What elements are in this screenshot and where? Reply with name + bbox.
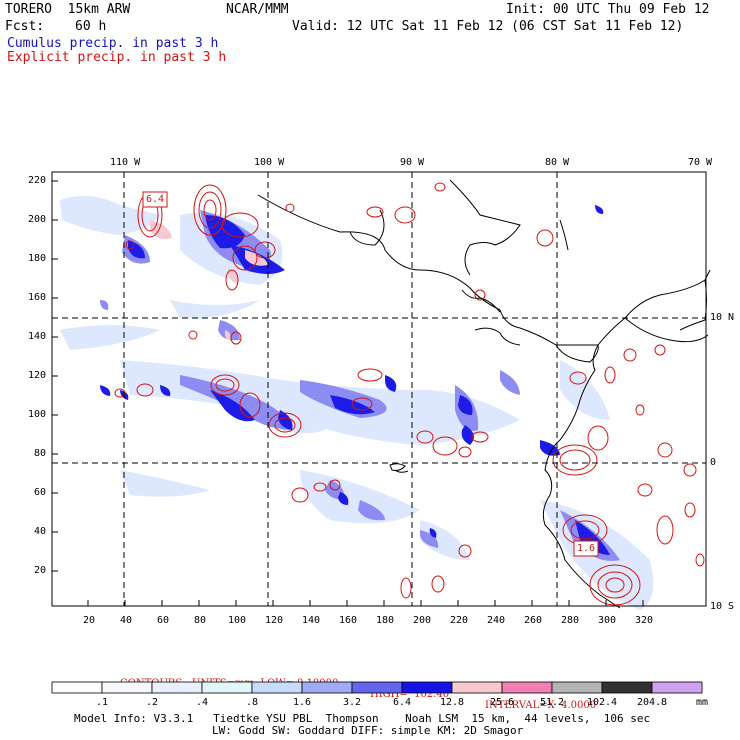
- model-title: TORERO 15km ARW: [5, 2, 131, 17]
- legend-swatch: [201, 681, 253, 694]
- legend-swatch: [651, 681, 703, 694]
- y-tick-label: 40: [34, 526, 47, 537]
- y-tick-label: 100: [28, 409, 47, 420]
- legend-swatch: [301, 681, 353, 694]
- model-info-line: Model Info: V3.3.1 Tiedtke YSU PBL Thomp…: [74, 712, 651, 725]
- legend-label: 204.8: [636, 697, 668, 708]
- x-tick-label: 60: [157, 615, 170, 626]
- x-tick-label: 260: [524, 615, 543, 626]
- y-tick-label: 20: [34, 565, 47, 576]
- y-tick-label: 180: [28, 253, 47, 264]
- cumulus-precip-line: Cumulus precip. in past 3 h: [7, 36, 219, 51]
- legend-swatch: [551, 681, 603, 694]
- contour-interval: INTERVAL=X 4.0000: [485, 700, 597, 711]
- color-legend: [51, 681, 703, 694]
- y-tick-label: 80: [34, 448, 47, 459]
- contour-label-6-4: 6.4: [145, 194, 165, 205]
- y-tick-label: 160: [28, 292, 47, 303]
- x-tick-label: 80: [194, 615, 207, 626]
- coastlines: [257, 179, 711, 609]
- x-tick-label: 160: [339, 615, 358, 626]
- legend-label: .8: [245, 697, 259, 708]
- contour-high: HIGH= 102.40: [370, 689, 450, 700]
- lon-label-90w: 90 W: [400, 157, 425, 168]
- legend-swatch: [51, 681, 103, 694]
- lon-label-80w: 80 W: [545, 157, 570, 168]
- legend-swatch: [501, 681, 553, 694]
- legend-label: 3.2: [342, 697, 362, 708]
- map-frame: [51, 171, 707, 607]
- legend-label: 51.2: [539, 697, 565, 708]
- contour-label-box: [573, 540, 599, 557]
- explicit-precip-contours: [114, 182, 705, 606]
- y-tick-label: 200: [28, 214, 47, 225]
- legend-swatch: [601, 681, 653, 694]
- y-tick-label: 120: [28, 370, 47, 381]
- x-tick-label: 20: [83, 615, 96, 626]
- legend-swatch: [451, 681, 503, 694]
- organization-label: NCAR/MMM: [226, 2, 289, 17]
- legend-unit: mm: [696, 697, 709, 708]
- legend-swatch: [101, 681, 153, 694]
- axis-tick-marks: [52, 180, 644, 606]
- legend-swatch: [351, 681, 403, 694]
- y-tick-label: 140: [28, 331, 47, 342]
- legend-label: 1.6: [292, 697, 312, 708]
- legend-label: 102.4: [586, 697, 618, 708]
- explicit-precip-line: Explicit precip. in past 3 h: [7, 50, 227, 65]
- legend-swatch: [401, 681, 453, 694]
- contour-label-box: [142, 191, 168, 208]
- contour-label-1-6: 1.6: [576, 543, 596, 554]
- legend-label: .1: [95, 697, 109, 708]
- y-tick-label: 60: [34, 487, 47, 498]
- lat-label-10s: 10 S: [710, 601, 735, 612]
- x-tick-label: 300: [598, 615, 617, 626]
- x-tick-label: 140: [302, 615, 321, 626]
- lon-label-110w: 110 W: [110, 157, 141, 168]
- x-tick-label: 320: [635, 615, 654, 626]
- lat-label-0: 0: [710, 457, 717, 468]
- legend-label: .2: [145, 697, 159, 708]
- legend-label: .4: [195, 697, 209, 708]
- lon-label-100w: 100 W: [254, 157, 285, 168]
- x-tick-label: 200: [413, 615, 432, 626]
- lat-label-10n: 10 N: [710, 312, 735, 323]
- forecast-label: Fcst:: [5, 19, 45, 34]
- init-time: Init: 00 UTC Thu 09 Feb 12: [506, 2, 710, 17]
- x-tick-label: 100: [228, 615, 247, 626]
- valid-time: Valid: 12 UTC Sat 11 Feb 12 (06 CST Sat …: [292, 19, 684, 34]
- legend-swatch: [151, 681, 203, 694]
- physics-info-line: LW: Godd SW: Goddard DIFF: simple KM: 2D…: [212, 724, 524, 737]
- x-tick-label: 40: [120, 615, 133, 626]
- legend-label: 6.4: [392, 697, 412, 708]
- x-tick-label: 220: [450, 615, 469, 626]
- x-tick-label: 180: [376, 615, 395, 626]
- legend-swatch: [251, 681, 303, 694]
- x-tick-label: 280: [561, 615, 580, 626]
- legend-label: 25.6: [489, 697, 515, 708]
- x-tick-label: 120: [265, 615, 284, 626]
- legend-label: 12.8: [439, 697, 465, 708]
- graticule: [52, 172, 706, 606]
- forecast-hour: 60 h: [75, 19, 107, 34]
- x-tick-label: 240: [487, 615, 506, 626]
- y-tick-label: 220: [28, 175, 47, 186]
- cumulus-precip-fill: [60, 196, 654, 610]
- lon-label-70w: 70 W: [688, 157, 713, 168]
